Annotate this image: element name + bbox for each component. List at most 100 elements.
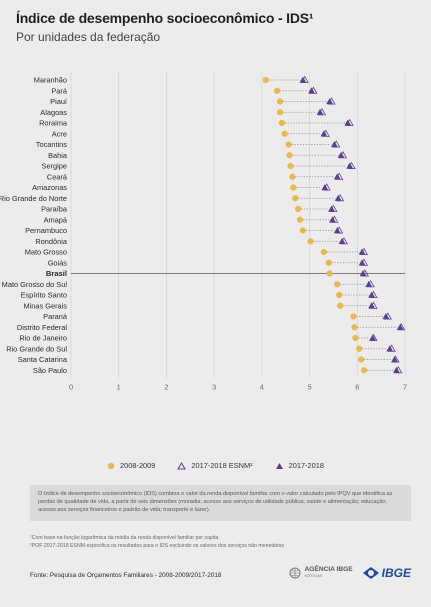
category-label: Brasil — [46, 269, 67, 278]
point-2017 — [368, 302, 375, 309]
legend-item-2017: 2017-2018 — [275, 461, 324, 470]
legend-circle-icon — [107, 462, 115, 469]
point-2017 — [334, 194, 342, 201]
point-2017 — [330, 141, 338, 148]
point-2008 — [352, 334, 359, 342]
category-label: Distrito Federal — [17, 323, 67, 332]
point-2008 — [336, 291, 343, 299]
footnotes: ¹Com base na função logarítmica da média… — [30, 534, 410, 551]
logos: AGÊNCIA IBGE NOTÍCIAS IBGE — [288, 566, 411, 580]
category-label: Piauí — [50, 97, 68, 106]
point-2008 — [337, 302, 344, 309]
category-label: Tocantins — [36, 140, 68, 149]
point-2017 — [338, 237, 346, 244]
category-label: Alagoas — [40, 108, 67, 117]
legend-triangle-outline-icon — [177, 461, 187, 469]
point-2017 — [358, 248, 366, 255]
x-tick-label: 0 — [69, 382, 73, 391]
point-2008 — [307, 238, 314, 245]
category-label: Roraima — [39, 119, 68, 128]
legend-item-2008: 2008-2009 — [107, 461, 155, 470]
point-2017 — [333, 227, 341, 234]
category-label: Paraíba — [41, 205, 68, 214]
globe-icon — [289, 567, 301, 579]
category-label: Amazonas — [32, 183, 67, 192]
point-2017 — [337, 151, 345, 158]
legend-item-esnm: 2017-2018 ESNM² — [177, 461, 253, 470]
legend-triangle-icon — [275, 462, 283, 469]
point-2017 — [365, 280, 373, 287]
ibge-flag-icon — [362, 567, 379, 579]
chart-title: Índice de desempenho socioeconômico - ID… — [16, 10, 314, 26]
category-label: Acre — [52, 129, 67, 138]
source-text: Fonte: Pesquisa de Orçamentos Familiares… — [30, 572, 222, 579]
category-label: Rio Grande do Sul — [6, 344, 67, 353]
x-tick-label: 3 — [212, 382, 216, 391]
methodology-note: O índice de desempenho socioeconômico (I… — [30, 485, 411, 521]
category-label: Amapá — [44, 215, 68, 224]
point-2008 — [360, 367, 368, 374]
category-label: Rondônia — [35, 237, 68, 246]
point-2008 — [351, 324, 358, 331]
point-2017 — [396, 323, 404, 330]
category-label: Maranhão — [34, 76, 67, 85]
point-2017 — [328, 205, 335, 212]
point-2008 — [334, 281, 341, 288]
point-2017 — [308, 87, 315, 94]
category-label: Paraná — [43, 312, 68, 321]
category-label: Ceará — [47, 172, 68, 181]
point-2017 — [346, 162, 354, 169]
x-tick-label: 5 — [308, 382, 312, 391]
point-2017 — [333, 173, 341, 180]
point-2008 — [292, 195, 299, 202]
point-2008 — [289, 173, 296, 180]
point-2017 — [316, 108, 324, 115]
point-2008 — [295, 205, 302, 213]
ibge-logo: IBGE — [362, 566, 411, 580]
x-tick-label: 7 — [403, 382, 407, 391]
point-2017 — [326, 98, 334, 105]
point-2008 — [290, 184, 297, 191]
category-label: São Paulo — [33, 366, 67, 375]
point-2017 — [299, 76, 307, 83]
x-tick-label: 1 — [117, 382, 121, 391]
footnote-2: ²POF 2017-2018 ESNM especifica os result… — [30, 543, 285, 550]
x-tick-label: 6 — [355, 382, 359, 391]
category-label: Goiás — [48, 258, 68, 267]
point-2008 — [299, 227, 306, 234]
point-2008 — [262, 76, 269, 84]
point-2008 — [286, 152, 293, 159]
point-2008 — [274, 87, 281, 94]
chart-legend: 2008-2009 2017-2018 ESNM² 2017-2018 — [0, 461, 431, 470]
point-2008 — [276, 98, 284, 105]
point-2008 — [326, 270, 333, 277]
point-2017 — [369, 334, 376, 341]
point-2008 — [356, 345, 363, 352]
point-2017 — [368, 291, 375, 298]
category-label: Mato Grosso do Sul — [2, 280, 68, 289]
x-tick-label: 4 — [260, 382, 264, 391]
chart-subtitle: Por unidades da federação — [16, 30, 161, 44]
category-label: Bahia — [48, 151, 68, 160]
category-label: Espírito Santo — [21, 291, 67, 300]
legend-label-2017: 2017-2018 — [288, 461, 324, 470]
point-2017 — [382, 313, 390, 320]
legend-label-2008: 2008-2009 — [120, 461, 156, 470]
point-2017 — [393, 366, 400, 373]
point-2008 — [350, 313, 357, 320]
category-label: Minas Gerais — [23, 301, 67, 310]
category-label: Mato Grosso — [25, 248, 67, 257]
agencia-logo-subtext: NOTÍCIAS — [304, 573, 323, 578]
point-2017 — [320, 130, 328, 137]
category-label: Rio Grande do Norte — [0, 194, 67, 203]
category-label: Sergipe — [42, 162, 67, 171]
point-2017 — [329, 216, 336, 223]
point-2017 — [391, 356, 398, 363]
x-tick-label: 2 — [164, 382, 168, 391]
agencia-logo-text: AGÊNCIA IBGE — [304, 566, 353, 574]
point-2008 — [325, 259, 332, 266]
point-2017 — [359, 270, 367, 277]
category-label: Pará — [51, 86, 68, 95]
point-2008 — [276, 109, 284, 116]
point-2008 — [281, 130, 288, 137]
